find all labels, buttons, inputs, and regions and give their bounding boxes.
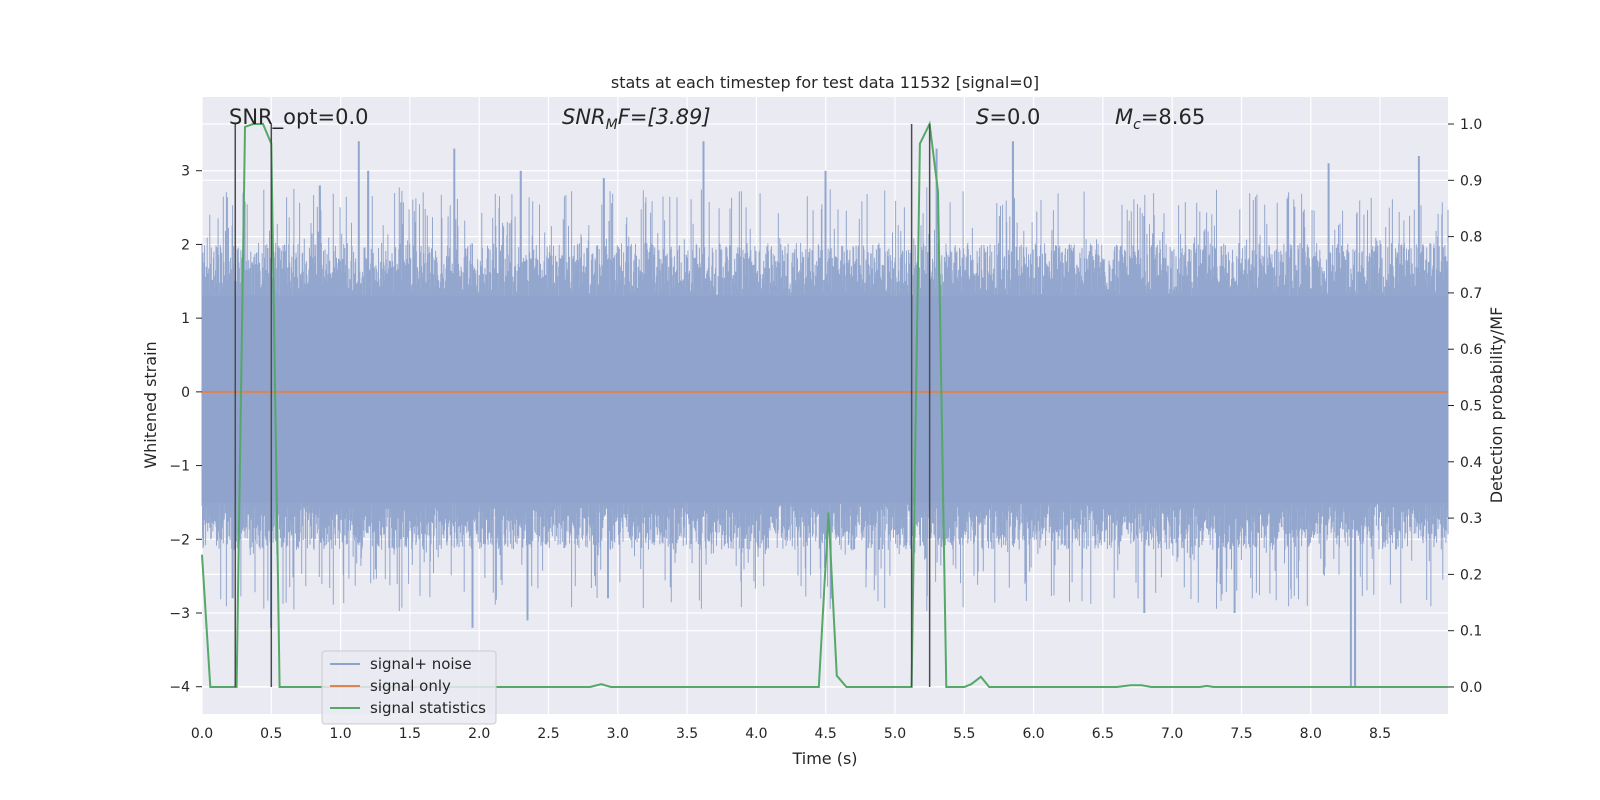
legend-label-signal-only: signal only bbox=[370, 677, 451, 695]
x-tick-label-17: 8.5 bbox=[1369, 726, 1391, 742]
x-tick-label-15: 7.5 bbox=[1230, 726, 1252, 742]
annotation-2: S=0.0 bbox=[976, 105, 1040, 129]
y-axis-ticks: −4 −3 −2 −1 0 1 2 3 bbox=[169, 164, 202, 696]
x-axis-label: Time (s) bbox=[791, 749, 857, 768]
x-tick-label-6: 3.0 bbox=[607, 726, 629, 742]
annotation-3: Mc=8.65 bbox=[1115, 105, 1205, 133]
noise-series bbox=[201, 141, 1449, 687]
legend-label-signal-statistics: signal statistics bbox=[370, 699, 486, 717]
y-right-axis-ticks: 0.0 0.1 0.2 0.3 0.4 0.5 0.6 0.7 0.8 0.9 1.0 bbox=[1448, 117, 1482, 696]
vertical-markers bbox=[234, 124, 931, 687]
legend-box bbox=[321, 650, 497, 725]
x-tick-label-0: 0.0 bbox=[191, 726, 213, 742]
y-tick-label-3: −1 bbox=[169, 459, 190, 475]
y-right-tick-label-0: 0.0 bbox=[1460, 680, 1482, 696]
y-right-axis-label: Detection probability/MF bbox=[1487, 307, 1506, 504]
y-right-tick-label-2: 0.2 bbox=[1460, 567, 1482, 583]
y-tick-label-0: −4 bbox=[169, 680, 190, 696]
y-tick-label-7: 3 bbox=[181, 164, 190, 180]
x-tick-label-5: 2.5 bbox=[537, 726, 559, 742]
y-right-tick-label-1: 0.1 bbox=[1460, 624, 1482, 640]
x-tick-label-14: 7.0 bbox=[1161, 726, 1183, 742]
x-tick-label-10: 5.0 bbox=[884, 726, 906, 742]
x-tick-label-11: 5.5 bbox=[953, 726, 975, 742]
x-tick-label-3: 1.5 bbox=[399, 726, 421, 742]
y-right-tick-label-7: 0.7 bbox=[1460, 286, 1482, 302]
line-series bbox=[201, 120, 1448, 688]
y-axis-label: Whitened strain bbox=[141, 341, 160, 468]
y-right-tick-label-4: 0.4 bbox=[1460, 455, 1482, 471]
annotation-0: SNR_opt=0.0 bbox=[229, 105, 369, 130]
x-tick-label-7: 3.5 bbox=[676, 726, 698, 742]
y-tick-label-4: 0 bbox=[181, 385, 190, 401]
noise-trace bbox=[201, 141, 1449, 687]
x-tick-label-2: 1.0 bbox=[329, 726, 351, 742]
x-tick-label-8: 4.0 bbox=[745, 726, 767, 742]
y-right-tick-label-3: 0.3 bbox=[1460, 511, 1482, 527]
y-tick-label-6: 2 bbox=[181, 237, 190, 253]
x-tick-label-9: 4.5 bbox=[815, 726, 837, 742]
y-right-tick-label-10: 1.0 bbox=[1460, 117, 1482, 133]
series-line-2 bbox=[201, 120, 1448, 688]
x-tick-label-1: 0.5 bbox=[260, 726, 282, 742]
x-tick-label-13: 6.5 bbox=[1092, 726, 1114, 742]
x-tick-label-16: 8.0 bbox=[1300, 726, 1322, 742]
y-right-tick-label-6: 0.6 bbox=[1460, 342, 1482, 358]
annotations: SNR_opt=0.0 SNRMF=[3.89] S=0.0 Mc=8.65 bbox=[229, 105, 1205, 133]
y-tick-label-5: 1 bbox=[181, 311, 190, 327]
annotation-1: SNRMF=[3.89] bbox=[562, 105, 711, 133]
y-right-tick-label-8: 0.8 bbox=[1460, 230, 1482, 246]
y-right-tick-label-9: 0.9 bbox=[1460, 173, 1482, 189]
y-right-tick-label-5: 0.5 bbox=[1460, 399, 1482, 415]
x-axis-ticks: 0.0 0.5 1.0 1.5 2.0 2.5 3.0 3.5 4.0 4.5 5.0 5.5 6.0 6… bbox=[191, 726, 1391, 742]
x-tick-label-4: 2.0 bbox=[468, 726, 490, 742]
legend-label-signal-noise: signal+ noise bbox=[370, 655, 472, 673]
x-tick-label-12: 6.0 bbox=[1022, 726, 1044, 742]
chart-title: stats at each timestep for test data 115… bbox=[611, 73, 1039, 92]
legend: signal+ noise signal only signal statist… bbox=[321, 650, 497, 725]
y-tick-label-1: −3 bbox=[169, 606, 190, 622]
y-tick-label-2: −2 bbox=[169, 532, 190, 548]
